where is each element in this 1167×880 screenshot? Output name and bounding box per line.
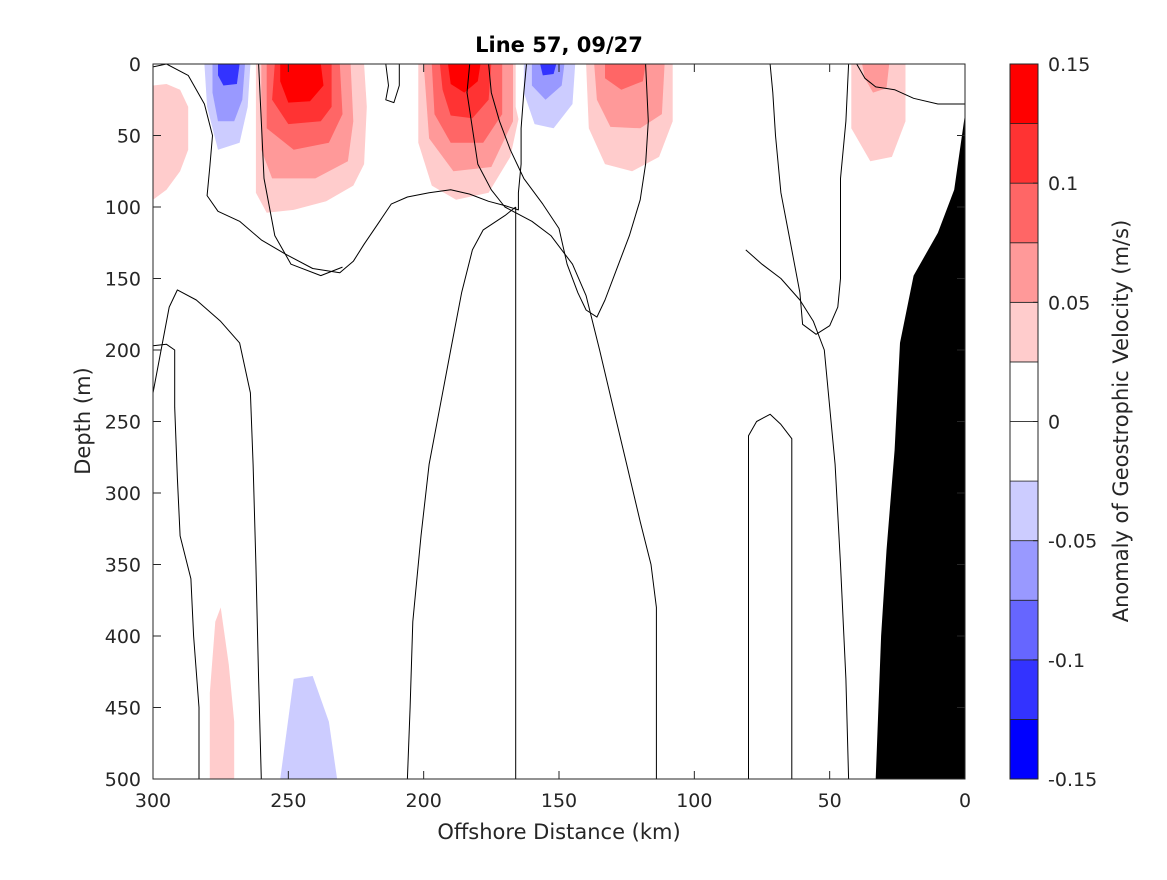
- anomaly-region-4: [218, 64, 240, 86]
- colorbar-segment: [1009, 719, 1039, 780]
- x-axis-label: Offshore Distance (km): [437, 820, 680, 844]
- colorbar-tick-label: -0.05: [1048, 531, 1097, 553]
- anomaly-region-23: [851, 64, 906, 162]
- colorbar-segment: [1009, 421, 1039, 482]
- colorbar-segment: [1009, 659, 1039, 720]
- x-tick-label: 50: [818, 790, 842, 812]
- colorbar-label: Anomaly of Geostrophic Velocity (m/s): [1109, 220, 1133, 623]
- zero-contour-line-0: [153, 64, 527, 274]
- axes-layer: 300 250 200 150 100 50 00501001502002503003504…: [105, 54, 971, 812]
- y-tick-label: 50: [117, 126, 141, 148]
- anomaly-region-27: [434, 478, 484, 779]
- anomaly-region-30: [153, 678, 167, 779]
- anomaly-region-21: [605, 64, 646, 90]
- zero-contour-line-8: [488, 64, 649, 318]
- colorbar-segment: [1009, 540, 1039, 601]
- colorbar-segment: [1009, 182, 1039, 244]
- anomaly-region-28: [602, 647, 641, 779]
- anomaly-region-17: [531, 64, 565, 100]
- x-tick-label: 300: [135, 790, 171, 812]
- zero-contour-line-12: [745, 249, 850, 779]
- anomaly-region-0: [153, 84, 189, 200]
- y-axis-label: Depth (m): [71, 367, 95, 474]
- zero-contour-layer: [153, 64, 965, 779]
- colorbar-tick-label: -0.15: [1048, 769, 1097, 791]
- bathymetry-seafloor: [875, 114, 965, 779]
- zero-contour-line-11: [769, 64, 850, 335]
- x-tick-label: 250: [270, 790, 306, 812]
- colorbar-tick-label: 0.05: [1048, 292, 1090, 314]
- colorbar-segment: [1009, 599, 1039, 661]
- zero-contour-line-4: [153, 289, 262, 779]
- x-tick-label: 150: [541, 790, 577, 812]
- x-tick-label: 0: [959, 790, 971, 812]
- bathymetry-layer: [875, 114, 965, 779]
- y-tick-label: 100: [105, 197, 141, 219]
- y-tick-label: 400: [105, 626, 141, 648]
- anomaly-region-26: [280, 676, 338, 779]
- anomaly-region-25: [242, 475, 362, 779]
- chart-title: Line 57, 09/27: [475, 33, 643, 57]
- zero-contour-line-13: [856, 64, 965, 105]
- colorbar-segment: [1009, 301, 1039, 363]
- colorbar-tick-label: -0.1: [1048, 650, 1085, 672]
- colorbar-segment: [1009, 480, 1039, 542]
- colorbar-segment: [1009, 63, 1039, 124]
- colorbar-tick-label: 0.1: [1048, 173, 1078, 195]
- anomaly-region-9: [280, 64, 324, 103]
- x-tick-label: 100: [676, 790, 712, 812]
- zero-contour-line-9: [466, 64, 657, 779]
- y-tick-label: 150: [105, 269, 141, 291]
- colorbar-tick-label: 0: [1048, 412, 1060, 434]
- zero-contour-line-7: [406, 206, 517, 779]
- anomaly-region-24: [862, 64, 890, 93]
- y-tick-label: 300: [105, 483, 141, 505]
- y-tick-label: 350: [105, 555, 141, 577]
- colorbar-tick-label: 0.15: [1048, 54, 1090, 76]
- anomaly-fill-layer: [153, 64, 906, 779]
- y-tick-label: 0: [129, 54, 141, 76]
- colorbar-segment: [1009, 123, 1039, 184]
- anomaly-region-14: [448, 64, 481, 93]
- y-tick-label: 450: [105, 698, 141, 720]
- anomaly-region-18: [540, 64, 557, 76]
- anomaly-region-29: [209, 607, 235, 779]
- x-tick-label: 200: [406, 790, 442, 812]
- zero-contour-line-3: [153, 343, 200, 779]
- anomaly-region-22: [802, 64, 830, 150]
- y-tick-label: 200: [105, 340, 141, 362]
- zero-contour-line-2: [385, 64, 400, 104]
- colorbar: 0.15 0.1 0.05 0 -0.05 -0.1 -0.15: [1009, 54, 1097, 791]
- colorbar-segment: [1009, 361, 1039, 422]
- y-tick-label: 500: [105, 769, 141, 791]
- zero-contour-line-1: [258, 64, 343, 277]
- zero-contour-line-10: [748, 413, 793, 779]
- y-tick-label: 250: [105, 412, 141, 434]
- colorbar-segment: [1009, 242, 1039, 303]
